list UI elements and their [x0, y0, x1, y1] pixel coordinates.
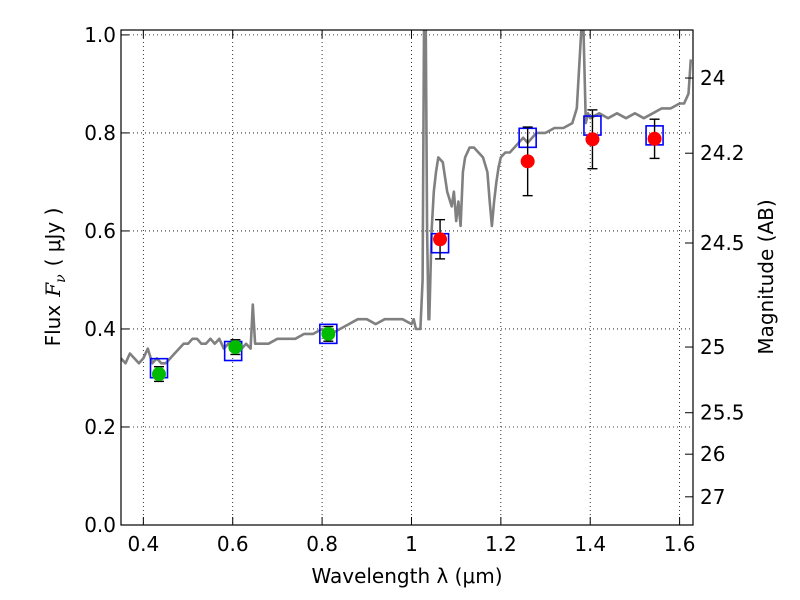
plot-frame [121, 30, 693, 525]
y-axis-title-subscript: ν [53, 274, 69, 283]
ticks: 0.4 0.6 0.8 1 1.2 1.4 1.6 0.0 0.2 0.4 0.6 0.8 1.0 24 2… [84, 23, 744, 556]
y-tick-label: 1.0 [84, 23, 116, 47]
x-axis-title: Wavelength λ (μm) [311, 564, 502, 588]
y-axis-title-units: ( μJy ) [41, 208, 65, 267]
optical-detection-point [152, 367, 166, 381]
nir-detection-point [521, 154, 535, 168]
y-axis-title-left: Flux Fν ( μJy ) [41, 208, 69, 347]
y-axis-title-right: Magnitude (AB) [754, 199, 778, 354]
x-tick-label: 0.8 [306, 532, 338, 556]
grid [121, 30, 693, 525]
x-tick-label: 1.4 [574, 532, 606, 556]
x-tick-label: 0.6 [217, 532, 249, 556]
y-tick-label: 0.4 [84, 317, 116, 341]
magnitude-tick-label: 24.5 [700, 231, 745, 255]
y-tick-label: 0.0 [84, 513, 116, 537]
y-tick-label: 0.8 [84, 121, 116, 145]
nir-detection-point [648, 132, 662, 146]
x-tick-label: 1.2 [485, 532, 517, 556]
x-tick-label: 1.6 [664, 532, 696, 556]
x-tick-label: 0.4 [127, 532, 159, 556]
magnitude-tick-label: 24 [700, 66, 725, 90]
magnitude-tick-label: 27 [700, 485, 725, 509]
magnitude-tick-label: 25 [700, 335, 725, 359]
magnitude-tick-label: 24.2 [700, 141, 745, 165]
y-tick-label: 0.2 [84, 415, 116, 439]
y-tick-label: 0.6 [84, 219, 116, 243]
y-axis-title-prefix: Flux [41, 305, 65, 347]
optical-detection-point [321, 327, 335, 341]
spectrum-line [121, 30, 691, 363]
y-axis-title-symbol: F [41, 282, 65, 298]
x-tick-label: 1 [405, 532, 418, 556]
chart: 0.4 0.6 0.8 1 1.2 1.4 1.6 0.0 0.2 0.4 0.6 0.8 1.0 24 2… [0, 0, 800, 600]
optical-detection-point [228, 340, 242, 354]
nir-detection-point [585, 132, 599, 146]
nir-detection-point [433, 232, 447, 246]
magnitude-tick-label: 25.5 [700, 401, 745, 425]
magnitude-tick-label: 26 [700, 442, 725, 466]
